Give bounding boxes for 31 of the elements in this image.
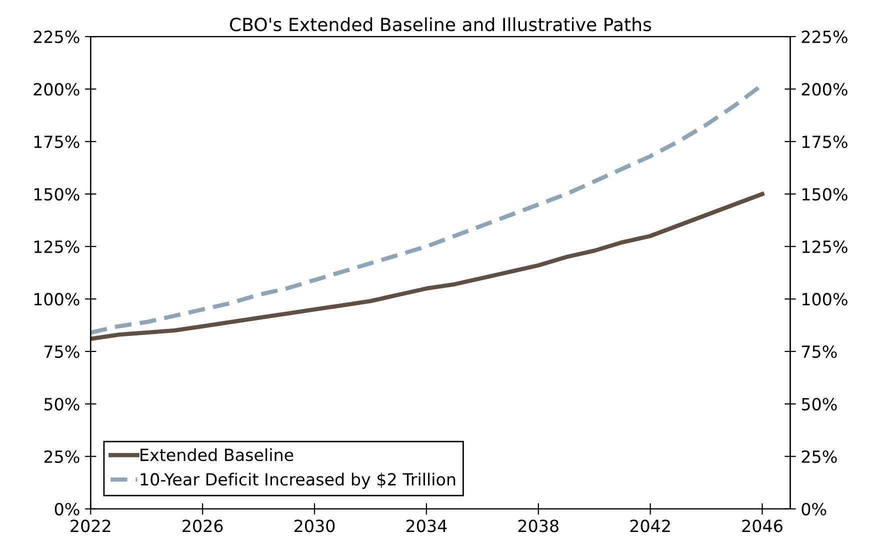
y2-tick-label: 175%: [802, 136, 848, 148]
y2-tick-label: 0%: [802, 502, 826, 516]
y-tick-label: 200%: [34, 83, 80, 96]
x-tick-label: 2034: [406, 520, 447, 532]
x-tick-label: 2030: [294, 520, 335, 532]
y2-tick-label: 50%: [802, 398, 837, 410]
y-tick-label: 175%: [34, 136, 80, 148]
y-tick-label: 25%: [44, 450, 80, 463]
x-tick-label: 2026: [182, 520, 223, 532]
y-tick-label: 150%: [34, 188, 80, 201]
y2-tick-label: 75%: [802, 345, 837, 358]
y-tick-label: 225%: [34, 30, 80, 44]
legend-label: 10-Year Deficit Increased by $2 Trillion: [140, 472, 456, 489]
chart-title: CBO's Extended Baseline and Illustrative Paths: [230, 17, 652, 32]
y2-tick-label: 150%: [802, 188, 848, 201]
x-tick-label: 2022: [70, 520, 110, 532]
x-tick-label: 2046: [742, 520, 782, 532]
y-tick-label: 50%: [44, 398, 80, 410]
y-tick-label: 75%: [44, 345, 80, 358]
x-tick-label: 2038: [518, 520, 558, 532]
y-tick-label: 125%: [34, 240, 80, 254]
y2-tick-label: 100%: [802, 292, 848, 306]
y2-tick-label: 200%: [802, 83, 848, 96]
y-tick-label: 0%: [54, 502, 80, 516]
y2-tick-label: 225%: [802, 30, 848, 44]
y-tick-label: 100%: [34, 292, 80, 306]
line-series: [90, 192, 764, 341]
y2-tick-label: 25%: [802, 450, 837, 463]
legend-label: Extended Baseline: [140, 448, 294, 462]
x-tick-label: 2042: [630, 520, 670, 532]
y2-tick-label: 125%: [802, 240, 848, 254]
